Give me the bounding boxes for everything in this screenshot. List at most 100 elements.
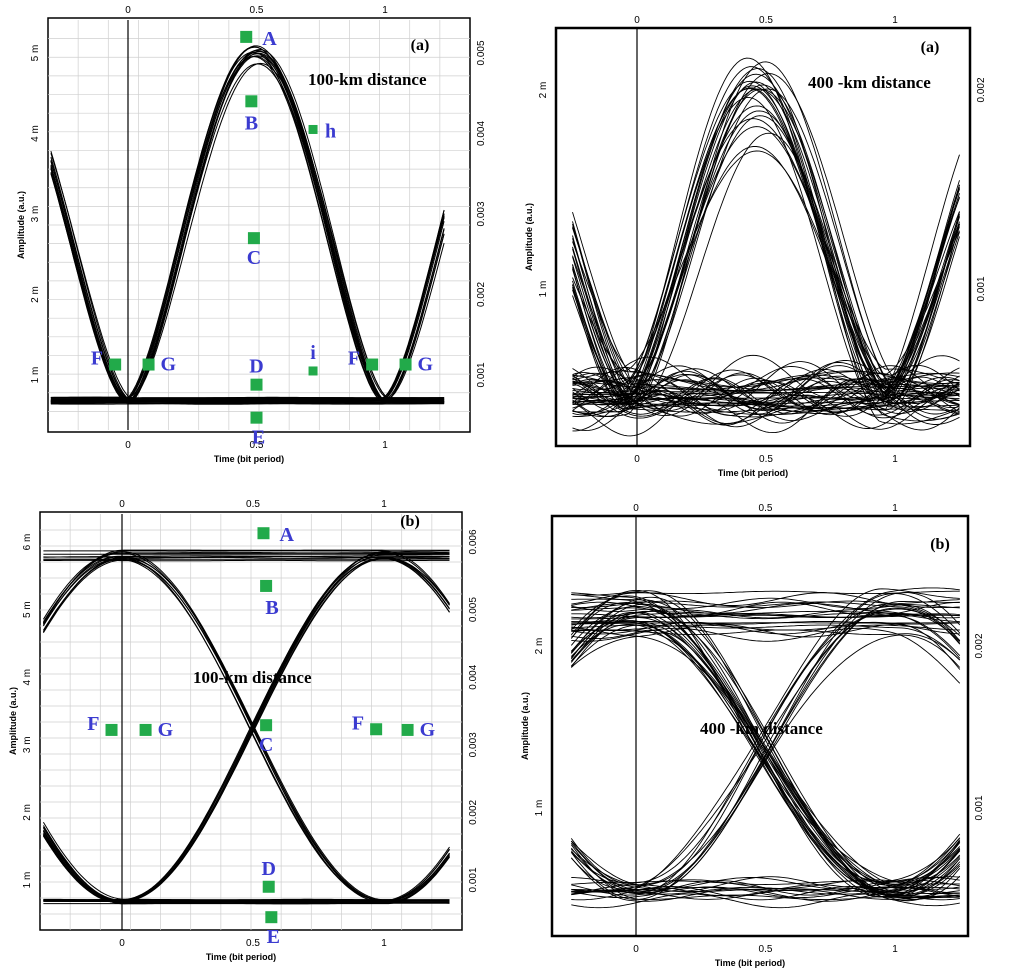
y-tick-label-left: 3 m — [30, 206, 41, 223]
eye-trace — [572, 66, 960, 385]
eye-trace — [571, 629, 960, 885]
marker-square — [399, 358, 412, 371]
eye-trace — [572, 213, 960, 418]
x-tick-label-bottom: 0 — [125, 440, 131, 451]
eye-trace — [50, 52, 445, 399]
marker-square — [265, 911, 278, 924]
y-tick-label-left: 3 m — [22, 736, 33, 753]
x-tick-label-bottom: 1 — [382, 440, 388, 451]
x-tick-label-top: 1 — [892, 15, 898, 26]
eye-trace — [571, 627, 961, 684]
eye-trace — [572, 88, 960, 399]
eye-trace — [571, 624, 960, 631]
y-tick-label-right: 0.002 — [468, 799, 479, 824]
marker-label: G — [418, 354, 434, 376]
x-tick-label-top: 0 — [634, 15, 640, 26]
y-axis-title: Amplitude (a.u.) — [524, 203, 534, 271]
x-tick-label-top: 0.5 — [246, 499, 260, 510]
marker-group: A B h C F G Di F G E — [91, 28, 434, 449]
eye-trace — [571, 600, 960, 609]
marker-square — [250, 378, 263, 391]
marker-label: E — [252, 427, 265, 449]
y-tick-label-left: 1 m — [22, 872, 33, 889]
x-axis-bottom: 0 0.5 1 — [125, 440, 388, 451]
marker-square — [260, 719, 273, 732]
eye-trace — [571, 621, 960, 625]
y-tick-label-left: 6 m — [22, 534, 33, 551]
eye-trace — [571, 624, 961, 661]
x-tick-label-top: 0 — [633, 503, 639, 514]
y-axis-left: 1 m 2 m — [538, 82, 549, 298]
eye-trace — [571, 886, 960, 899]
eye-trace — [572, 68, 960, 422]
y-axis-title: Amplitude (a.u.) — [16, 191, 26, 259]
eye-trace — [571, 609, 960, 619]
x-axis-top: 0 0.5 1 — [119, 499, 387, 510]
y-tick-label-right: 0.002 — [976, 77, 987, 102]
marker-label: B — [265, 597, 278, 619]
marker-label: F — [91, 348, 103, 370]
eye-trace — [50, 402, 445, 405]
eye-trace — [43, 856, 450, 905]
marker-square — [247, 232, 260, 245]
panel-label: (b) — [400, 513, 420, 530]
eye-trace — [570, 603, 960, 890]
marker-square — [401, 723, 414, 736]
eye-trace — [572, 378, 960, 424]
eye-trace — [570, 587, 960, 894]
eye-trace — [572, 88, 960, 392]
y-tick-label-left: 2 m — [22, 804, 33, 821]
x-axis-title: Time (bit period) — [206, 952, 276, 962]
eye-traces — [570, 587, 961, 909]
y-tick-label-right: 0.006 — [468, 529, 479, 554]
eye-traces — [572, 57, 960, 437]
marker-square — [240, 30, 253, 43]
x-tick-label-top: 0.5 — [759, 15, 773, 26]
y-tick-label-right: 0.001 — [976, 276, 987, 301]
marker-label: G — [158, 719, 174, 741]
y-tick-label-left: 2 m — [538, 82, 549, 99]
eye-trace — [50, 153, 445, 400]
eye-trace — [572, 230, 960, 392]
distance-annotation: 400 -km distance — [808, 73, 931, 92]
eye-trace — [570, 611, 960, 901]
y-tick-label-right: 0.004 — [476, 121, 487, 146]
panel-label: (a) — [411, 37, 430, 54]
marker-label: F — [348, 348, 360, 370]
y-tick-label-left: 5 m — [30, 45, 41, 62]
eye-trace — [43, 558, 450, 901]
marker-label: C — [259, 734, 273, 756]
x-axis-bottom: 0 0.5 1 — [119, 938, 387, 949]
eye-trace — [571, 877, 960, 890]
x-axis-title: Time (bit period) — [214, 454, 284, 464]
marker-label: G — [161, 354, 177, 376]
marker-label: E — [267, 926, 280, 948]
marker-square — [105, 723, 118, 736]
x-tick-label-top: 0 — [125, 5, 131, 16]
marker-label: D — [261, 858, 275, 880]
grid — [48, 20, 470, 430]
eye-trace — [572, 105, 960, 404]
eye-trace — [43, 550, 450, 604]
marker-square — [308, 124, 318, 134]
x-tick-label-bottom: 1 — [892, 944, 898, 955]
panel-label: (a) — [921, 39, 940, 56]
eye-trace — [572, 211, 960, 425]
marker-label: F — [352, 712, 364, 734]
y-axis-left: 1 m 2 m 3 m 4 m 5 m 6 m — [22, 534, 33, 889]
x-tick-label-bottom: 0.5 — [759, 944, 773, 955]
y-tick-label-right: 0.005 — [476, 40, 487, 65]
x-tick-label-bottom: 0.5 — [246, 938, 260, 949]
eye-trace — [571, 588, 960, 893]
eye-traces — [50, 45, 445, 405]
x-tick-label-top: 0.5 — [759, 503, 773, 514]
eye-trace — [570, 614, 960, 654]
marker-label: i — [310, 342, 316, 364]
y-tick-label-right: 0.001 — [468, 867, 479, 892]
x-axis-top: 0 0.5 1 — [633, 503, 898, 514]
eye-trace — [571, 889, 960, 900]
eye-trace — [571, 605, 961, 897]
eye-trace — [571, 592, 961, 894]
x-tick-label-bottom: 0.5 — [250, 440, 264, 451]
eye-trace — [572, 359, 960, 404]
